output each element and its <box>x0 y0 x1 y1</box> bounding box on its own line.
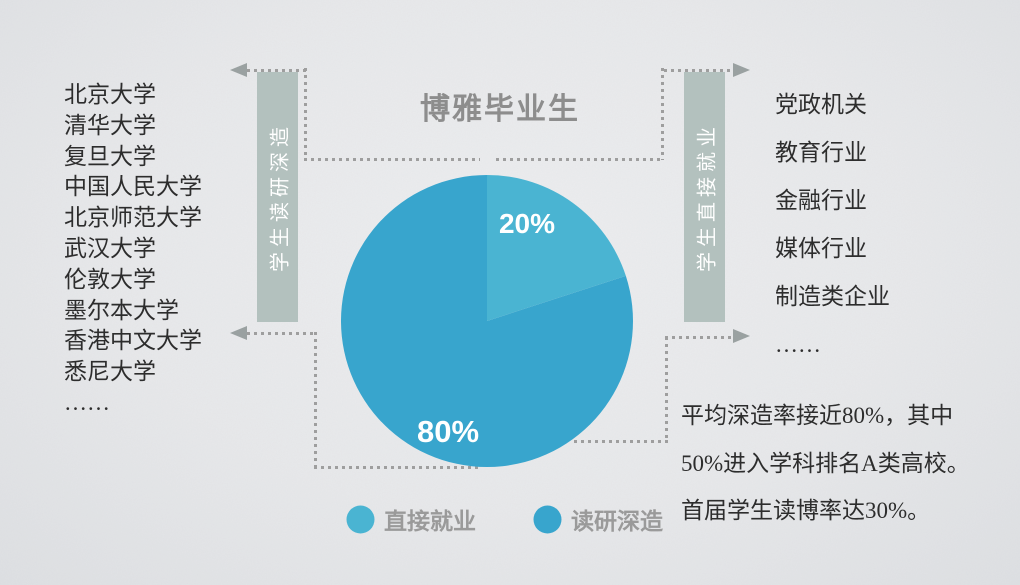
list-item: 金融行业 <box>775 188 867 213</box>
pie-label-80: 80% <box>417 414 479 449</box>
left-banner: 学生读研深造 <box>257 72 298 322</box>
university-list: 北京大学 清华大学 复旦大学 中国人民大学 北京师范大学 武汉大学 伦敦大学 墨… <box>64 80 202 419</box>
pie-label-20: 20% <box>499 208 555 239</box>
note-line: 首届学生读博率达30%。 <box>681 498 931 523</box>
list-item: 媒体行业 <box>775 236 867 261</box>
legend-swatch-employment-icon <box>346 505 375 533</box>
list-item: …… <box>64 389 110 415</box>
industry-list: 党政机关 教育行业 金融行业 媒体行业 制造类企业 …… <box>775 81 890 369</box>
dotted-connector-title-bottom-right <box>496 158 663 161</box>
summary-note: 平均深造率接近80%，其中 50%进入学科排名A类高校。 首届学生读博率达30%… <box>681 392 970 535</box>
list-item: 复旦大学 <box>64 143 156 169</box>
list-item: 伦敦大学 <box>64 266 156 292</box>
legend-item-employment: 直接就业 <box>346 502 476 536</box>
arrowhead-bottom-left-icon <box>230 326 247 340</box>
list-item: 清华大学 <box>64 112 156 138</box>
list-item: 北京师范大学 <box>64 205 202 231</box>
pie-chart: 20% 80% <box>341 175 633 467</box>
list-item: 墨尔本大学 <box>64 297 179 323</box>
legend-label: 直接就业 <box>384 508 476 534</box>
legend-swatch-grad-school-icon <box>533 505 562 533</box>
dotted-connector-bottom-right <box>665 336 733 339</box>
list-item: …… <box>775 332 821 357</box>
list-item: 制造类企业 <box>775 284 890 309</box>
list-item: 中国人民大学 <box>64 174 202 200</box>
right-banner: 学生直接就业 <box>684 72 725 322</box>
right-banner-label: 学生直接就业 <box>696 122 718 272</box>
left-banner-label: 学生读研深造 <box>269 122 291 272</box>
dotted-connector-title-bottom-left <box>304 158 480 161</box>
list-item: 武汉大学 <box>64 235 156 261</box>
dotted-connector-bottom-right-vertical <box>665 337 668 443</box>
dotted-connector-bottom-left <box>247 332 316 335</box>
arrowhead-top-right-icon <box>733 63 750 77</box>
page-title: 博雅毕业生 <box>420 93 580 126</box>
dotted-connector-title-left <box>304 68 307 160</box>
note-line: 平均深造率接近80%，其中 <box>681 403 954 428</box>
list-item: 北京大学 <box>64 82 156 107</box>
arrowhead-top-left-icon <box>230 63 247 77</box>
note-line: 50%进入学科排名A类高校。 <box>681 450 970 476</box>
list-item: 悉尼大学 <box>64 359 156 385</box>
list-item: 教育行业 <box>775 140 867 165</box>
legend-label: 读研深造 <box>571 508 663 534</box>
dotted-connector-bottom-left-vertical <box>314 332 317 468</box>
legend-item-grad-school: 读研深造 <box>533 502 663 536</box>
list-item: 党政机关 <box>775 92 867 117</box>
arrowhead-bottom-right-icon <box>733 329 750 343</box>
list-item: 香港中文大学 <box>64 328 202 354</box>
